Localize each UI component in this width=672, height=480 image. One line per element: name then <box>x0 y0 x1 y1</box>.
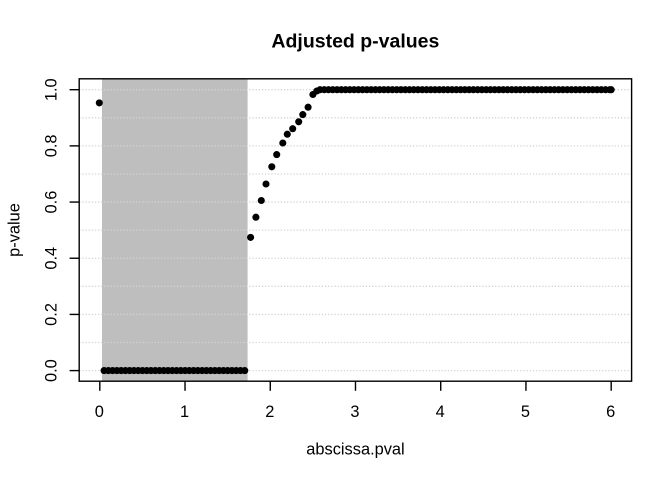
svg-text:3: 3 <box>350 403 359 421</box>
svg-text:5: 5 <box>521 403 530 421</box>
svg-text:Adjusted p-values: Adjusted p-values <box>271 30 439 52</box>
svg-text:0.2: 0.2 <box>42 303 60 326</box>
svg-text:p-value: p-value <box>6 203 24 257</box>
svg-text:4: 4 <box>436 403 445 421</box>
svg-text:0.0: 0.0 <box>42 359 60 382</box>
svg-text:1.0: 1.0 <box>42 78 60 101</box>
svg-text:0.6: 0.6 <box>42 191 60 214</box>
svg-text:abscissa.pval: abscissa.pval <box>306 441 404 459</box>
svg-text:0.8: 0.8 <box>42 134 60 157</box>
svg-text:2: 2 <box>265 403 274 421</box>
svg-text:0.4: 0.4 <box>42 247 60 270</box>
svg-text:1: 1 <box>180 403 189 421</box>
svg-text:6: 6 <box>606 403 615 421</box>
svg-text:0: 0 <box>95 403 104 421</box>
